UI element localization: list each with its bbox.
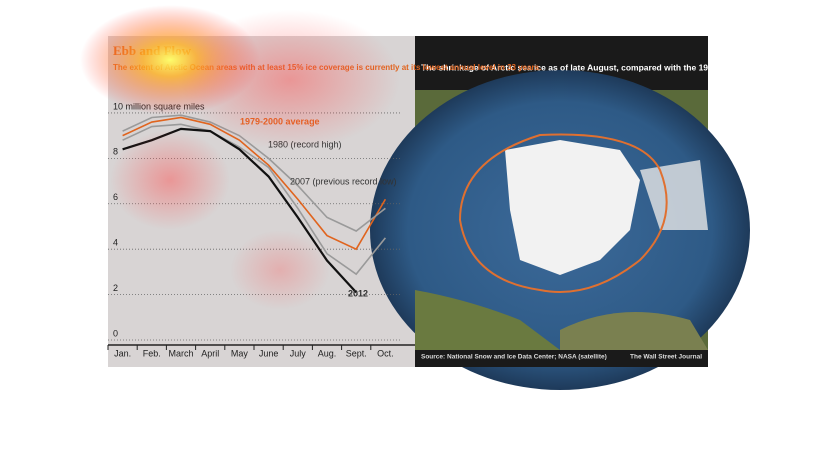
satellite-image — [370, 70, 750, 390]
series-line — [122, 116, 387, 251]
x-tick-label: Jan. — [114, 348, 131, 358]
series-label: 1980 (record high) — [268, 139, 342, 149]
y-tick-label: 10 million square miles — [113, 101, 205, 111]
y-tick-label: 2 — [113, 283, 118, 293]
x-tick-label: May — [231, 348, 249, 358]
x-tick-label: Oct. — [377, 348, 394, 358]
x-tick-label: April — [201, 348, 219, 358]
x-tick-label: Feb. — [143, 348, 161, 358]
x-tick-label: March — [168, 348, 193, 358]
chart-title: Ebb and Flow — [113, 43, 192, 58]
chart-panel — [108, 36, 415, 367]
x-tick-label: June — [259, 348, 279, 358]
series-line — [122, 123, 387, 276]
series-label: 2012 — [348, 288, 368, 298]
map-caption: The shrinkage of Arctic sea ice as of la… — [421, 62, 816, 72]
series-label: 2007 (previous record low) — [290, 176, 397, 186]
source: Source: National Snow and Ice Data Cente… — [421, 354, 607, 361]
credit: The Wall Street Journal — [630, 354, 702, 361]
series-label: 1979-2000 average — [240, 116, 320, 126]
y-tick-label: 6 — [113, 192, 118, 202]
y-tick-label: 8 — [113, 147, 118, 157]
x-tick-label: Sept. — [346, 348, 367, 358]
y-tick-label: 0 — [113, 328, 118, 338]
x-tick-label: July — [290, 348, 307, 358]
chart-subtitle: The extent of Arctic Ocean areas with at… — [113, 63, 541, 72]
y-tick-label: 4 — [113, 238, 118, 248]
x-tick-label: Aug. — [318, 348, 337, 358]
